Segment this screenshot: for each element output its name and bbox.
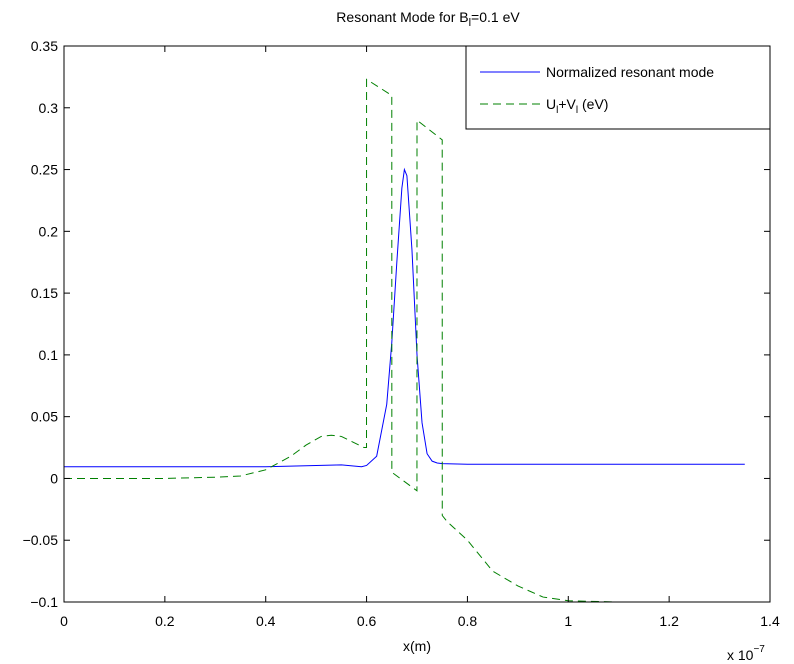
series-layer [64,78,745,603]
x-axis-ticks: 0 0.2 0.4 0.6 0.8 1 1.2 1.4 [60,46,780,629]
x-axis-multiplier-exponent: −7 [753,644,765,655]
x-axis-multiplier: x 10−7 [727,644,765,663]
y-tick-label: 0 [50,470,58,486]
x-tick-label: 1 [564,613,572,629]
x-tick-label: 1.2 [659,613,679,629]
x-axis-label: x(m) [403,638,431,654]
legend-label-mode: Normalized resonant mode [546,64,714,80]
x-tick-label: 0.8 [458,613,478,629]
x-tick-label: 0.6 [357,613,377,629]
y-tick-label: 0.1 [39,347,59,363]
axes-box [63,45,771,603]
y-axis-ticks: 0.35 0.3 0.25 0.2 0.15 0.1 0.05 0 −0.05 −0.1 [23,38,770,610]
y-tick-label: 0.3 [39,100,59,116]
y-tick-label: 0.15 [31,285,58,301]
y-tick-label: −0.1 [30,594,58,610]
x-tick-label: 0.2 [155,613,175,629]
legend-box [465,45,771,130]
y-tick-label: −0.05 [23,532,59,548]
y-tick-label: 0.2 [39,223,59,239]
legend: Normalized resonant mode Ul+Vl (eV) [465,45,771,130]
chart-title: Resonant Mode for Bl=0.1 eV [336,9,520,29]
y-tick-label: 0.25 [31,162,58,178]
y-tick-label: 0.05 [31,409,58,425]
x-tick-label: 0.4 [256,613,276,629]
legend-label-potential: Ul+Vl (eV) [546,96,608,116]
x-tick-label: 1.4 [760,613,780,629]
chart-title-subscript: l [469,17,471,29]
x-tick-label: 0 [60,613,68,629]
series-line-potential [64,78,745,603]
y-tick-label: 0.35 [31,38,58,54]
